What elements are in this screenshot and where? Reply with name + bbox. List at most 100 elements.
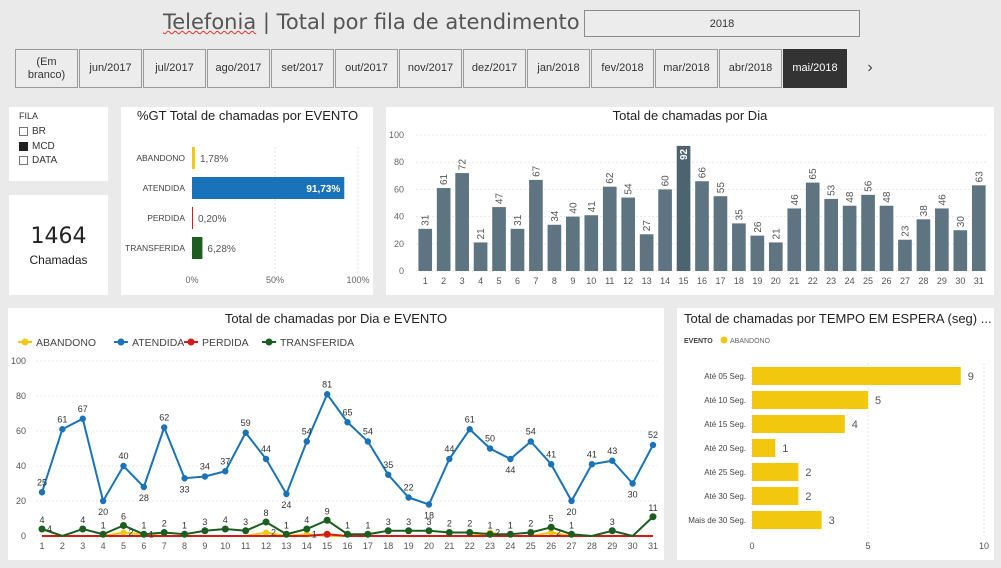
x-tick-label: 27 [900,276,910,286]
gt-chart: 0% 50% 100% ABANDONO 1,78% ATENDIDA 91,73% PERD… [125,147,370,285]
month-button[interactable]: jan/2018 [527,49,590,88]
atendida-point [466,426,473,433]
y-tick-label: 80 [16,391,26,401]
x-tick-label: 20 [771,276,781,286]
bar [752,487,799,505]
transferida-point [466,529,474,536]
legend-label: ATENDIDA [132,337,184,349]
data-label: 26 [753,221,764,233]
fila-item-br[interactable]: BR [19,126,46,137]
atendida-data-label: 59 [241,418,251,428]
category-label: Até 15 Seg. [704,420,746,429]
abandono-data-label: 1 [312,529,317,539]
legend-marker [720,336,728,344]
x-tick-label: 16 [697,276,707,286]
month-button[interactable]: abr/2018 [719,49,782,88]
x-tick-label: 8 [552,276,557,286]
abandono-point [263,529,270,536]
transferida-point [201,527,209,535]
data-label: 40 [568,202,579,214]
x-tick-label: 21 [444,541,454,551]
bar [602,186,617,271]
month-button[interactable]: dez/2017 [463,49,526,88]
transferida-data-label: 3 [243,517,248,527]
x-tick-label: 19 [404,541,414,551]
month-button[interactable]: ago/2017 [207,49,270,88]
data-label: 21 [476,228,487,240]
atendida-point [120,462,127,470]
month-button[interactable]: mar/2018 [655,49,718,88]
data-label: 53 [827,184,838,196]
atendida-data-label: 41 [587,449,597,459]
x-tick-label: 26 [882,276,892,286]
atendida-point [262,455,270,463]
bar [621,197,636,271]
abandono-data-label: 1 [149,529,154,539]
transferida-data-label: 1 [508,520,513,530]
month-button[interactable]: jul/2017 [143,49,206,88]
wait-chart-title: Total de chamadas por TEMPO EM ESPERA (s… [684,311,992,326]
atendida-point [283,490,290,498]
x-tick-label: 0% [185,275,198,285]
x-tick-label: 0 [749,541,754,551]
x-tick-label: 14 [302,541,312,551]
data-label: 6,28% [207,244,235,255]
fila-item-mcd[interactable]: MCD [19,141,55,152]
x-tick-label: 29 [937,276,947,286]
transferida-point [344,530,351,538]
x-tick-label: 4 [478,276,483,286]
checkbox-data[interactable] [19,156,28,165]
atendida-data-label: 44 [505,465,515,475]
transferida-point [79,525,87,533]
atendida-point [99,497,107,505]
chevron-right-icon[interactable]: › [867,59,873,76]
fila-item-data[interactable]: DATA [19,155,57,166]
atendida-data-label: 44 [261,444,271,454]
month-button[interactable]: mai/2018 [783,49,847,88]
page-title-part2: Total por fila de atendimento [276,10,580,34]
page-title: Telefonia | Total por fila de atendiment… [163,10,580,34]
x-tick-label: 25 [526,541,536,551]
fila-slicer: FILA BR MCD DATA [9,107,108,181]
x-tick-label: 9 [570,276,575,286]
data-label: 47 [495,193,506,205]
x-tick-label: 21 [789,276,799,286]
atendida-point [222,468,229,475]
x-tick-label: 23 [485,541,495,551]
atendida-data-label: 33 [180,484,190,494]
transferida-data-label: 6 [121,512,126,522]
atendida-point [527,438,534,445]
month-button[interactable]: (Em branco) [15,49,78,88]
month-button[interactable]: nov/2017 [399,49,462,88]
month-button[interactable]: fev/2018 [591,49,654,88]
legend-marker [21,338,29,346]
atendida-point [161,424,168,431]
transferida-point [242,527,250,535]
bar [473,242,488,271]
bar [455,173,469,271]
bar [879,205,894,271]
legend-label: ABANDONO [730,338,771,345]
bar [768,242,783,271]
atendida-point [588,461,596,468]
x-tick-label: 1 [423,276,428,286]
transferida-data-label: 9 [325,506,330,516]
transferida-point [445,529,453,536]
year-filter[interactable]: 2018 [584,10,860,37]
transferida-point [384,527,392,535]
transferida-point [608,527,616,535]
event-chart: ABANDONO ATENDIDA PERDIDA TRANSFERIDA 0 20 40 6… [11,337,658,551]
month-button[interactable]: set/2017 [271,49,334,88]
checkbox-mcd[interactable] [19,142,28,151]
transferida-data-label: 2 [447,519,452,529]
x-tick-label: 2 [441,276,446,286]
month-button[interactable]: out/2017 [335,49,398,88]
bar [566,216,580,271]
month-button[interactable]: jun/2017 [79,49,142,88]
atendida-data-label: 54 [302,427,312,437]
fila-label-mcd: MCD [32,141,55,152]
data-label: 54 [624,183,635,195]
transferida-data-label: 1 [182,520,187,530]
bar [752,415,845,433]
checkbox-br[interactable] [19,127,28,136]
